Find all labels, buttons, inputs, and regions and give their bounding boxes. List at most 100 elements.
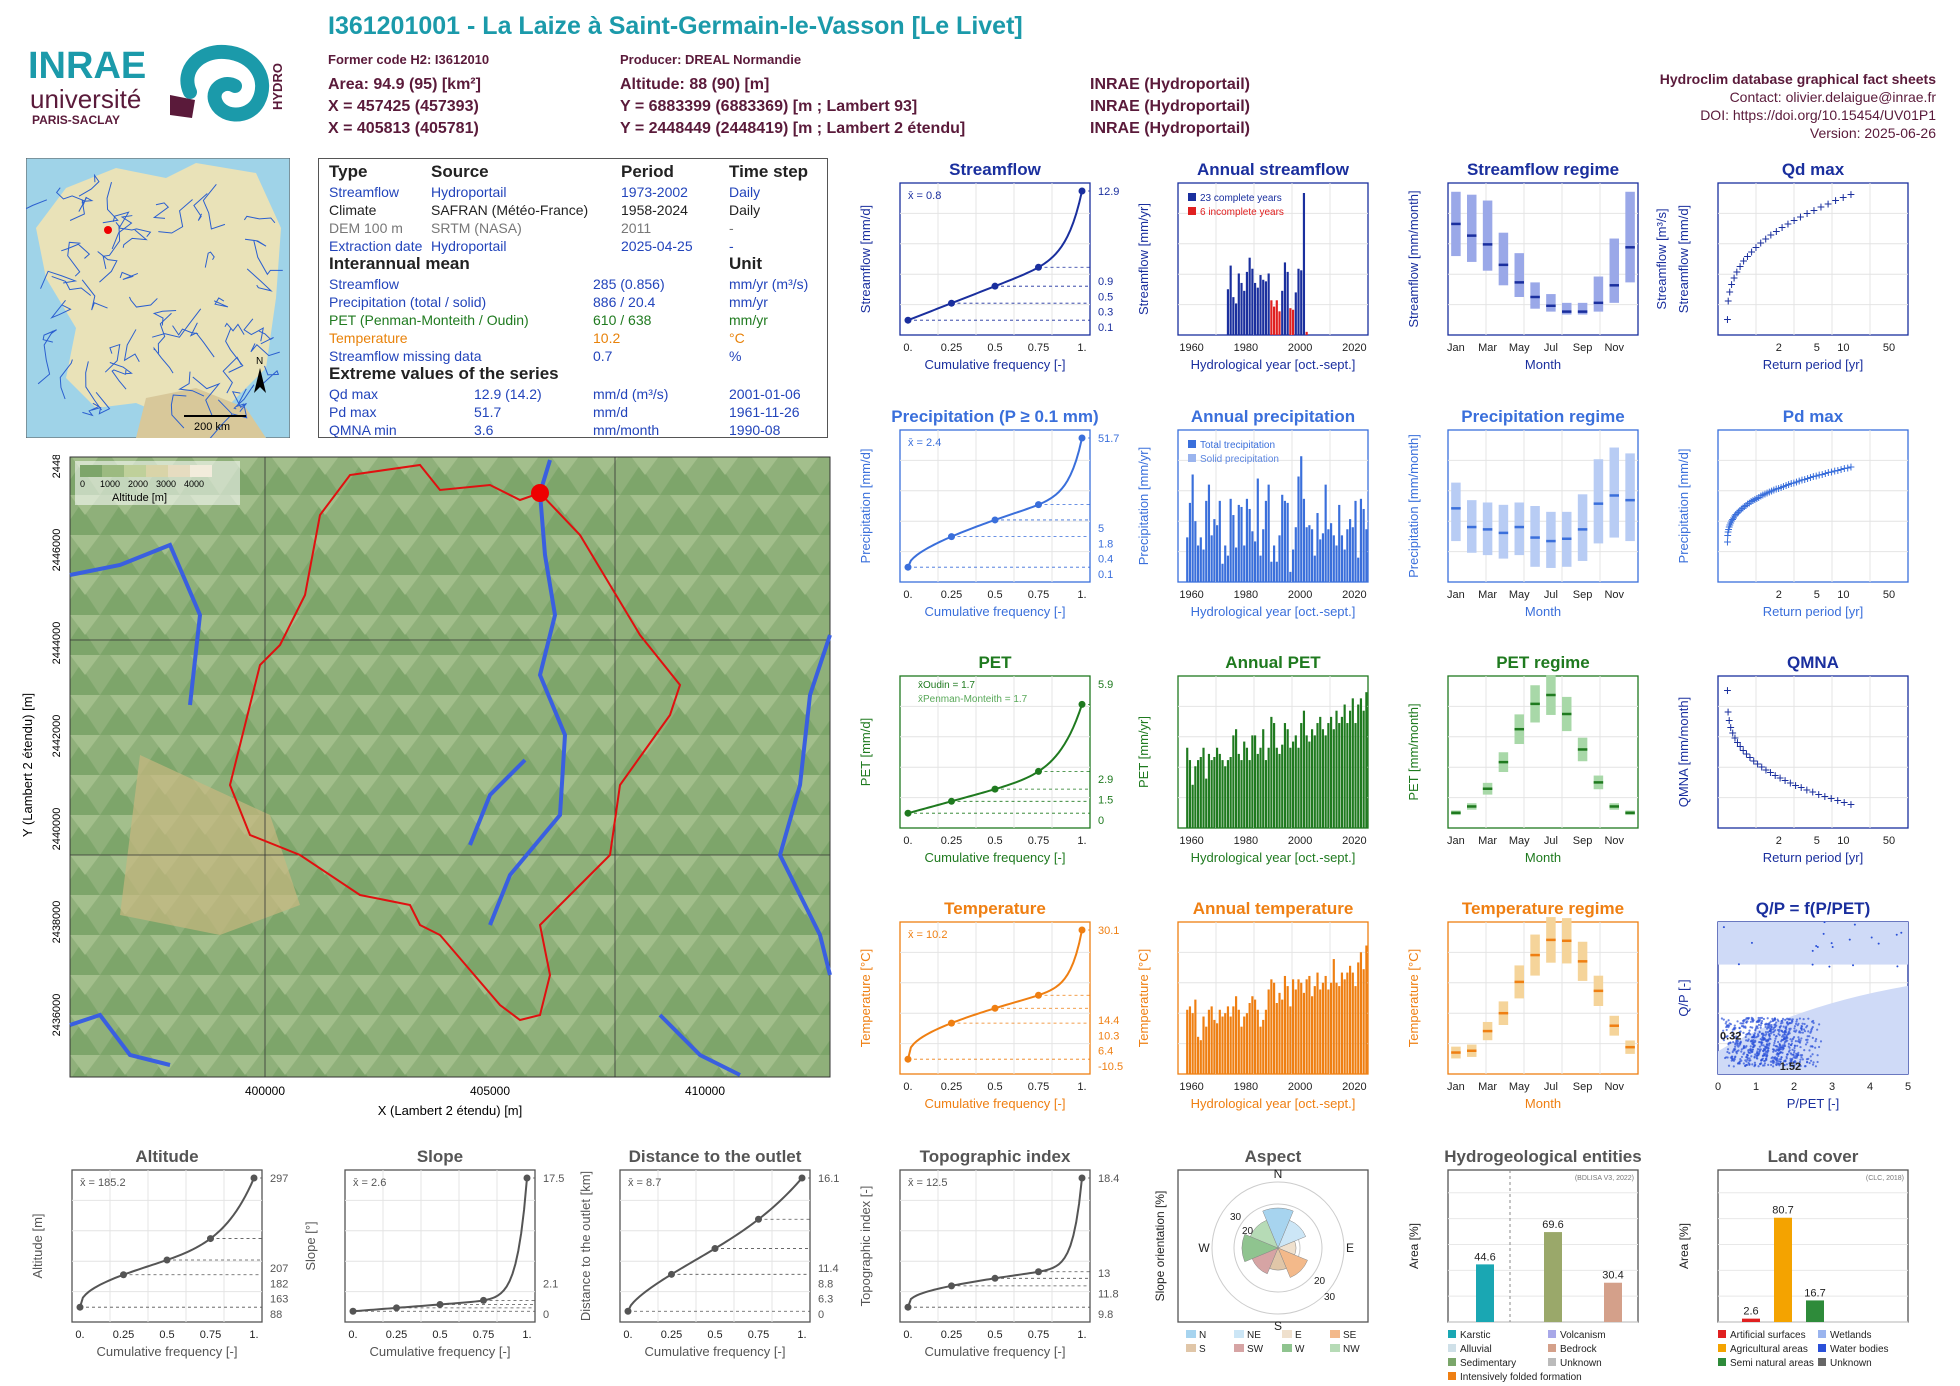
qp-point	[1769, 1020, 1772, 1023]
qp-point	[1769, 1028, 1773, 1031]
x-axis-label: Return period [yr]	[1763, 604, 1863, 619]
legend-swatch	[1186, 1344, 1196, 1352]
bar	[1297, 747, 1300, 828]
coord-source-3: INRAE (Hydroportail)	[1090, 120, 1250, 137]
bar	[1262, 729, 1265, 828]
bar	[1354, 723, 1357, 828]
qp-point	[1799, 1064, 1802, 1068]
rp-point: +	[1770, 482, 1778, 498]
bar	[1294, 292, 1297, 335]
x-tick-label: May	[1509, 1081, 1530, 1093]
rp-point: +	[1847, 796, 1855, 812]
legend-item: x̄Oudin = 1.7	[918, 680, 975, 691]
ring-label: 30	[1324, 1292, 1336, 1303]
qp-point	[1740, 1059, 1743, 1062]
quantile-value: 11.4	[818, 1263, 839, 1275]
x-tick-label: 1960	[1179, 589, 1203, 601]
qp-point	[1766, 1022, 1769, 1026]
legend-item: Sedimentary	[1460, 1358, 1516, 1369]
bar	[1359, 952, 1363, 1074]
bar	[1205, 778, 1208, 828]
rp-point: +	[1817, 199, 1825, 215]
quantile-value: 6.4	[1098, 1046, 1113, 1058]
bar	[1232, 1006, 1235, 1074]
rp-point: +	[1844, 459, 1852, 475]
qp-point	[1780, 1056, 1783, 1059]
qp-point	[1801, 1031, 1804, 1034]
legend-item: NW	[1343, 1344, 1360, 1355]
qp-point	[1798, 1017, 1801, 1020]
version: Version: 2025-06-26	[1809, 125, 1936, 141]
rp-point: +	[1834, 462, 1842, 478]
quantile-value: 0	[543, 1309, 549, 1321]
qp-point	[1724, 1022, 1727, 1025]
qp-point	[1814, 1046, 1817, 1049]
bar	[1289, 1006, 1292, 1074]
qp-point	[1772, 1044, 1775, 1047]
x-tick-label: Jul	[1544, 589, 1558, 601]
rp-point: +	[1839, 189, 1847, 205]
x-lambert93: X = 457425 (457393)	[328, 98, 479, 115]
legend-item: Semi natural areas	[1730, 1358, 1814, 1369]
qp-point-outlier	[1737, 963, 1740, 966]
bar	[1248, 257, 1251, 335]
bar	[1256, 287, 1259, 335]
x-tick-label: 1980	[1234, 835, 1258, 847]
qp-point	[1753, 1065, 1756, 1068]
x-tick-label: Mar	[1478, 342, 1497, 354]
chart-title: Distance to the outlet	[629, 1147, 802, 1166]
bar	[1202, 1016, 1205, 1074]
bar	[1305, 527, 1308, 582]
bar	[1604, 1282, 1622, 1322]
qp-point	[1798, 1041, 1802, 1044]
bar	[1286, 986, 1289, 1074]
plot-frame	[1447, 675, 1639, 829]
quantile-value: 2.1	[543, 1278, 558, 1290]
qp-point	[1793, 1049, 1796, 1052]
north-arrow-icon: N	[254, 356, 266, 393]
chart-slope_cdf: Slope Cumulative frequency [-] Slope [°] 0.…	[303, 1147, 564, 1359]
x-tick-label: 2	[1776, 835, 1782, 847]
bar	[1354, 986, 1357, 1074]
locator-river	[244, 238, 267, 247]
bar	[1226, 289, 1230, 335]
qp-point	[1815, 1038, 1818, 1041]
bar	[1308, 975, 1311, 1074]
bar	[1330, 523, 1333, 582]
bar	[1332, 729, 1335, 828]
doi-link[interactable]: DOI: https://doi.org/10.15454/UV01P1	[1700, 107, 1936, 123]
qp-point	[1805, 1060, 1809, 1064]
quantile-value: 30.1	[1098, 925, 1119, 937]
qp-point	[1740, 1055, 1744, 1059]
qp-point	[1772, 1026, 1776, 1029]
qp-point	[1798, 1060, 1802, 1064]
rp-point: +	[1777, 479, 1785, 495]
x-tick-label: 0.5	[987, 589, 1002, 601]
bar	[1330, 982, 1333, 1074]
x-tick-label: 0.75	[200, 1329, 221, 1341]
bar	[1286, 271, 1289, 335]
qp-point	[1798, 1030, 1801, 1033]
qp-point	[1771, 1020, 1774, 1023]
rp-point: +	[1754, 756, 1762, 772]
bar	[1218, 1009, 1221, 1074]
quantile-value: 0.3	[1098, 307, 1113, 319]
qp-point	[1749, 1040, 1752, 1043]
qp-point	[1725, 1035, 1728, 1038]
rp-point: +	[1742, 497, 1750, 513]
rp-point: +	[1731, 730, 1739, 746]
database-info: Hydroclim database graphical fact sheets…	[1660, 70, 1936, 142]
qp-point-outlier	[1830, 942, 1833, 945]
chart-title: Temperature	[944, 899, 1046, 918]
ring-label: 20	[1242, 1226, 1254, 1237]
rp-point: +	[1778, 219, 1786, 235]
bar	[1213, 519, 1216, 582]
regime-box	[1498, 232, 1509, 286]
qp-point	[1759, 1038, 1762, 1041]
bar	[1806, 1300, 1824, 1322]
rp-point: +	[1784, 476, 1792, 492]
x-axis-label: Hydrological year [oct.-sept.]	[1191, 1096, 1356, 1111]
qp-point	[1765, 1027, 1769, 1030]
bar	[1278, 753, 1281, 828]
chart-land_cover: Land cover (CLC, 2018) Area [%] 2.6 80.7 16.7…	[1677, 1147, 1909, 1369]
